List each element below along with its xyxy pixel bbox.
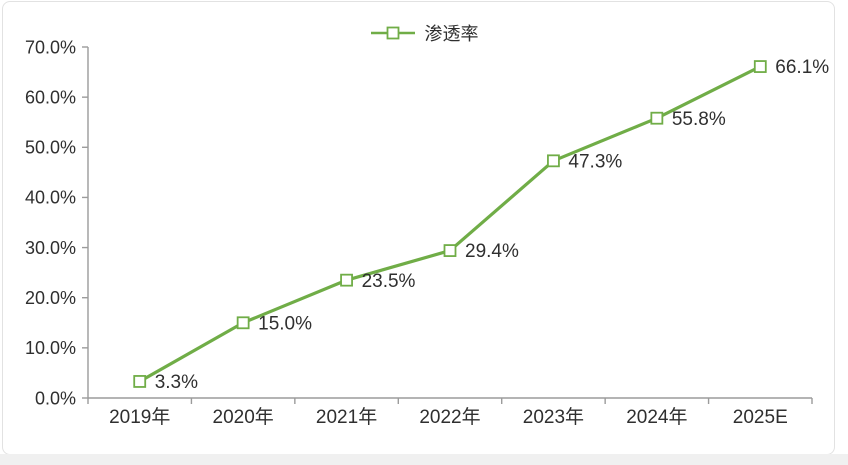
data-point-label: 66.1% (775, 57, 829, 78)
data-point-label: 23.5% (362, 271, 416, 292)
x-axis-tick-label: 2021年 (316, 406, 377, 428)
data-point-label: 15.0% (258, 313, 312, 334)
chart-legend: 渗透率 (0, 20, 848, 46)
x-axis-tick-label: 2023年 (523, 406, 584, 428)
data-point-label: 47.3% (568, 151, 622, 172)
y-axis-tick-label: 70.0% (25, 37, 76, 57)
y-axis-tick-label: 60.0% (25, 87, 76, 107)
x-axis-tick-label: 2019年 (109, 406, 170, 428)
legend-line-marker-icon (370, 26, 415, 40)
x-axis-tick-label: 2022年 (419, 406, 480, 428)
data-point-marker (443, 244, 457, 257)
card-bottom-strip (0, 454, 848, 465)
x-axis-tick-label: 2020年 (213, 406, 274, 428)
data-point-marker (650, 111, 664, 125)
y-axis-tick-label: 10.0% (25, 338, 76, 358)
x-axis-tick-label: 2025E (733, 407, 788, 428)
y-axis-tick-label: 30.0% (25, 238, 76, 258)
data-point-marker (340, 273, 353, 287)
y-axis-tick-label: 40.0% (25, 188, 76, 208)
y-axis-tick-label: 0.0% (35, 388, 76, 408)
data-point-marker (133, 375, 147, 388)
y-axis-tick-label: 50.0% (25, 138, 76, 158)
data-point-label: 29.4% (465, 241, 519, 262)
y-axis-tick-label: 20.0% (25, 288, 76, 308)
data-point-label: 55.8% (672, 109, 726, 130)
series-line (138, 64, 762, 384)
legend-series-label: 渗透率 (424, 24, 479, 44)
data-point-marker (547, 154, 560, 168)
data-point-marker (236, 316, 250, 330)
data-point-label: 3.3% (155, 372, 198, 393)
data-point-marker (753, 60, 767, 73)
x-axis-tick-label: 2024年 (626, 406, 687, 428)
